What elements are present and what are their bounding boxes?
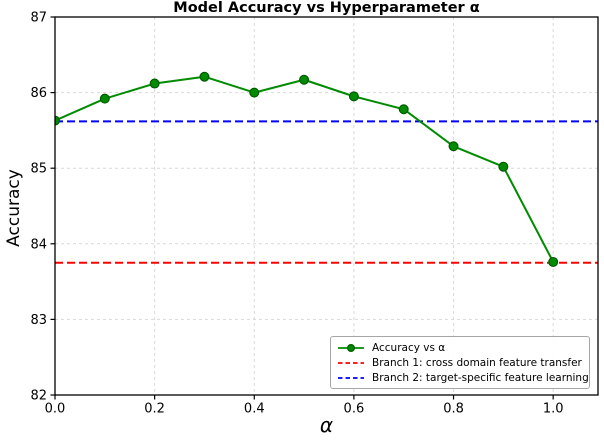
svg-text:85: 85 <box>30 162 47 177</box>
legend-label-accuracy: Accuracy vs α <box>372 341 446 354</box>
dashed-line-legend-icon <box>338 376 364 379</box>
svg-text:82: 82 <box>30 389 47 404</box>
svg-text:0.6: 0.6 <box>344 402 365 417</box>
svg-text:0.0: 0.0 <box>45 402 66 417</box>
svg-text:0.4: 0.4 <box>244 402 265 417</box>
legend-label-branch1: Branch 1: cross domain feature transfer <box>372 356 582 369</box>
legend-row-accuracy: Accuracy vs α <box>338 340 583 355</box>
legend-row-branch1: Branch 1: cross domain feature transfer <box>338 355 583 370</box>
chart-title: Model Accuracy vs Hyperparameter α <box>173 0 480 16</box>
legend-label-branch2: Branch 2: target-specific feature learni… <box>372 371 589 384</box>
svg-text:84: 84 <box>30 237 47 252</box>
svg-text:0.8: 0.8 <box>443 402 464 417</box>
legend: Accuracy vs α Branch 1: cross domain fea… <box>330 336 590 389</box>
svg-text:87: 87 <box>30 11 47 26</box>
svg-text:0.2: 0.2 <box>144 402 165 417</box>
line-marker-legend-icon <box>338 343 364 352</box>
svg-text:86: 86 <box>30 86 47 101</box>
svg-text:83: 83 <box>30 313 47 328</box>
dashed-line-legend-icon <box>338 361 364 364</box>
svg-text:1.0: 1.0 <box>543 402 564 417</box>
legend-row-branch2: Branch 2: target-specific feature learni… <box>338 370 589 385</box>
x-axis-label: α <box>319 413 334 437</box>
y-axis-label: Accuracy <box>4 169 24 247</box>
